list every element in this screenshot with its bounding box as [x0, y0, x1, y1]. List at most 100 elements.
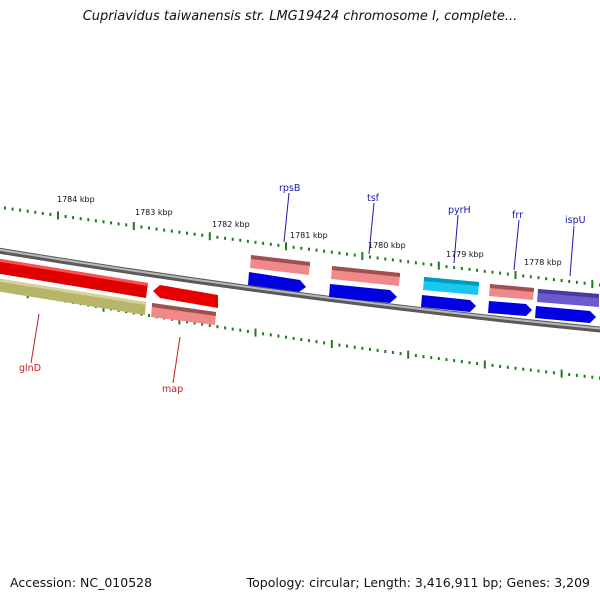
ruler-minor-tick [468, 361, 471, 365]
ruler-minor-tick [186, 320, 188, 324]
ruler-label-1784: 1784 kbp [57, 195, 95, 204]
ruler-minor-tick [560, 279, 563, 282]
ruler-minor-tick [437, 357, 440, 361]
ruler-minor-tick [315, 248, 318, 252]
gene-frr-feature[interactable] [489, 284, 534, 300]
ruler-label-1783: 1783 kbp [135, 208, 173, 217]
ruler-minor-tick [430, 356, 433, 360]
ruler-major-tick [591, 280, 594, 289]
ruler-minor-tick [445, 358, 448, 362]
ruler-minor-tick [361, 346, 364, 350]
ruler-minor-tick [11, 207, 14, 211]
ruler-minor-tick [537, 369, 540, 373]
ruler-minor-tick [231, 327, 234, 331]
ruler-minor-tick [170, 229, 173, 233]
ruler-label-1779: 1779 kbp [446, 250, 484, 259]
ruler-minor-tick [292, 245, 295, 249]
ruler-minor-tick [262, 332, 265, 336]
gene-pyrH-feature[interactable] [423, 277, 479, 295]
ruler-minor-tick [34, 210, 37, 214]
ruler-minor-tick [476, 268, 479, 272]
ruler-minor-tick [163, 228, 166, 232]
ruler-major-tick [285, 242, 287, 251]
ruler-minor-tick [224, 236, 227, 240]
gene-rpsB-arrow[interactable] [248, 272, 306, 292]
gene-glnD-feature[interactable] [0, 258, 148, 298]
ruler-minor-tick [552, 278, 555, 282]
gene-tsf-arrow[interactable] [329, 284, 397, 303]
gene-label-rpsB[interactable]: rpsB [279, 183, 300, 194]
ruler-minor-tick [254, 240, 257, 244]
ruler-minor-tick [545, 370, 548, 374]
ruler-minor-tick [79, 217, 82, 221]
rpsB-leader [283, 192, 290, 243]
ruler-minor-tick [41, 211, 44, 215]
ruler-minor-tick [102, 220, 105, 224]
gene-pyrH-arrow[interactable] [421, 295, 476, 312]
ruler-minor-tick [201, 233, 204, 237]
ruler-minor-tick [522, 367, 525, 371]
gene-ispU-arrow[interactable] [535, 306, 596, 323]
gene-tsf-feature[interactable] [331, 266, 400, 286]
ruler-minor-tick [460, 360, 463, 364]
ruler-minor-tick [186, 231, 188, 235]
gene-label-map[interactable]: map [162, 384, 183, 395]
ruler-minor-tick [353, 253, 356, 257]
ruler-minor-tick [384, 350, 387, 353]
chromosome-backbone-highlight [0, 248, 600, 330]
ruler-minor-tick [353, 345, 356, 349]
gene-label-pyrH[interactable]: pyrH [448, 205, 471, 216]
ruler-major-tick [254, 328, 257, 337]
ruler-minor-tick [491, 363, 494, 367]
gene-map-arrow-feature[interactable] [153, 285, 218, 308]
ruler-minor-tick [201, 322, 204, 326]
ruler-minor-tick [399, 352, 402, 356]
ruler-minor-tick [384, 257, 387, 261]
ruler-major-tick [407, 350, 410, 359]
gene-olive-feature[interactable] [0, 278, 146, 315]
ruler-minor-tick [583, 374, 586, 378]
ruler-minor-tick [376, 348, 379, 352]
ruler-minor-tick [246, 239, 249, 243]
ruler-major-tick [483, 360, 486, 369]
gene-ispU-feature[interactable] [537, 289, 599, 307]
ruler-minor-tick [338, 343, 341, 347]
ruler-minor-tick [140, 225, 143, 229]
ruler-minor-tick [193, 321, 196, 325]
ruler-minor-tick [568, 279, 571, 283]
ruler-minor-tick [391, 351, 394, 354]
gene-label-frr[interactable]: frr [512, 210, 523, 221]
ruler-minor-tick [369, 347, 371, 351]
ruler-minor-tick [529, 275, 532, 279]
ruler-minor-tick [87, 218, 90, 222]
gene-map-feature[interactable] [151, 303, 216, 325]
ruler-minor-tick [125, 223, 128, 227]
ruler-minor-tick [514, 366, 517, 370]
gene-label-tsf[interactable]: tsf [367, 193, 380, 204]
ruler-minor-tick [552, 371, 555, 375]
ruler-minor-tick [246, 329, 249, 333]
ruler-major-tick [361, 252, 364, 261]
gene-frr-arrow[interactable] [488, 301, 532, 316]
gene-rpsB-feature[interactable] [250, 255, 310, 275]
ruler-minor-tick [285, 335, 287, 339]
ruler-minor-tick [346, 252, 348, 256]
ruler-minor-tick [300, 246, 303, 250]
ruler-minor-tick [506, 272, 509, 276]
ruler-minor-tick [376, 256, 379, 260]
gene-label-glnD[interactable]: glnD [19, 363, 41, 374]
ruler-minor-tick [399, 259, 402, 263]
ruler-minor-tick [4, 206, 6, 210]
gene-label-ispU[interactable]: ispU [565, 215, 586, 226]
ruler-minor-tick [422, 355, 425, 359]
ruler-minor-tick [537, 276, 540, 280]
ruler-minor-tick [94, 219, 97, 223]
ruler-minor-tick [148, 314, 150, 317]
ruler-minor-tick [148, 226, 150, 230]
ruler-label-1780: 1780 kbp [368, 241, 406, 250]
ruler-minor-tick [315, 340, 318, 344]
ruler-minor-tick [49, 212, 52, 216]
accession-text: Accession: NC_010528 [10, 575, 153, 590]
ruler-minor-tick [193, 232, 196, 236]
